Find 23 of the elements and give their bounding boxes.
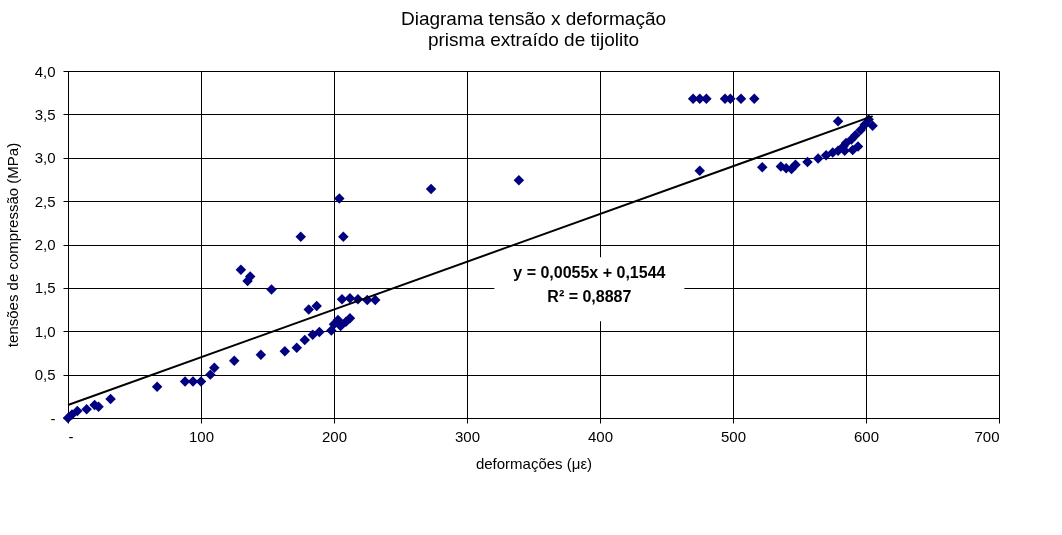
annotation: y = 0,0055x + 0,1544 <box>513 264 666 282</box>
y-tick-label: 3,0 <box>34 149 56 167</box>
x-tick-label: 300 <box>454 427 481 445</box>
x-tick-label: - <box>68 427 74 445</box>
x-tick-label: 700 <box>974 427 1000 445</box>
y-tick-label: 2,0 <box>34 236 56 253</box>
x-tick-label: 400 <box>587 427 614 445</box>
text: prisma extraído de tijolito <box>427 29 640 50</box>
x-tick-label: 500 <box>720 427 747 445</box>
y-tick-label: 1,0 <box>34 322 56 340</box>
y-tick-label: 2,5 <box>34 192 56 210</box>
x-tick-label: 600 <box>853 427 880 445</box>
x-tick-label: 100 <box>188 427 215 445</box>
y-tick-label: 3,5 <box>34 105 56 123</box>
x-tick-label: 200 <box>321 427 348 445</box>
y-axis-title: tensões de compressão (MPa) <box>3 142 21 348</box>
y-tick-label: - <box>50 409 56 427</box>
x-axis-title: deformações (με) <box>475 454 593 472</box>
y-tick-label: 4,0 <box>34 62 56 80</box>
y-tick-label: 0,5 <box>34 366 56 384</box>
text: Diagrama tensão x deformação <box>400 8 667 29</box>
y-tick-label: 1,5 <box>34 279 56 297</box>
annotation: R² = 0,8887 <box>547 288 632 306</box>
